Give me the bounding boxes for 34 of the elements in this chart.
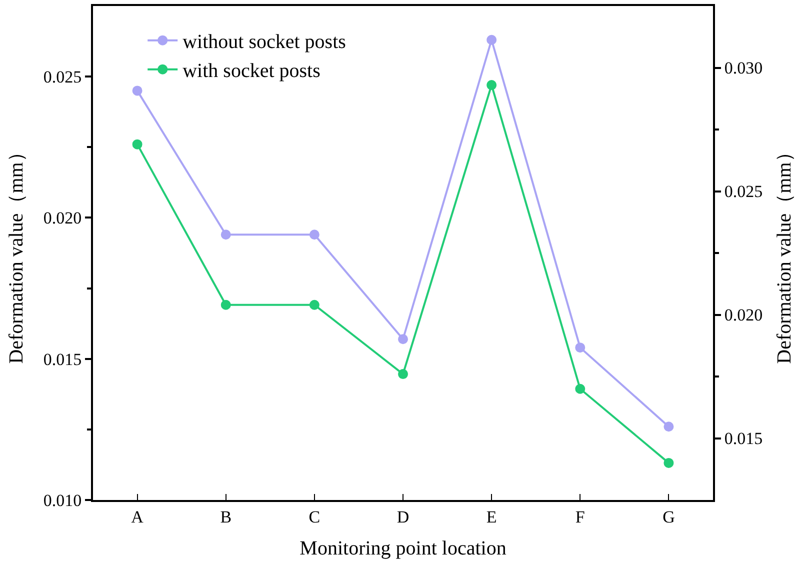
y-tick-label: 0.020 — [43, 208, 82, 228]
point — [398, 334, 408, 344]
y-tick-label: 0.025 — [43, 68, 82, 87]
legend-label: without socket posts — [182, 31, 346, 54]
point — [309, 300, 320, 310]
y-tick-label: 0.010 — [43, 490, 82, 510]
y2-tick-label: 0.030 — [724, 58, 763, 78]
point — [664, 458, 674, 468]
point — [486, 80, 497, 90]
x-tick-label: F — [575, 507, 585, 526]
point — [309, 230, 320, 240]
legend-label: with socket posts — [182, 60, 321, 82]
x-tick-label: D — [396, 507, 410, 526]
y2-tick-label: 0.020 — [724, 306, 763, 325]
point — [220, 300, 231, 310]
point — [220, 230, 231, 240]
point — [575, 384, 586, 394]
y2-tick-label: 0.025 — [724, 182, 763, 202]
x-axis-title: Monitoring point location — [300, 537, 506, 560]
y-axis-title: Deformation value（mm） — [5, 142, 28, 364]
point — [398, 369, 408, 380]
point — [486, 34, 497, 45]
y2-tick-label: 0.015 — [724, 429, 763, 448]
x-tick-label: G — [662, 507, 675, 526]
point — [132, 86, 142, 96]
point — [664, 422, 674, 432]
x-tick-label: A — [131, 507, 144, 526]
y2-axis-title: Deformation value（mm） — [774, 142, 796, 364]
point — [575, 342, 586, 353]
x-tick-label: B — [220, 507, 232, 526]
y-tick-label: 0.015 — [43, 350, 82, 369]
x-tick-label: E — [486, 507, 497, 526]
x-tick-label: C — [308, 507, 320, 526]
point — [132, 139, 142, 150]
